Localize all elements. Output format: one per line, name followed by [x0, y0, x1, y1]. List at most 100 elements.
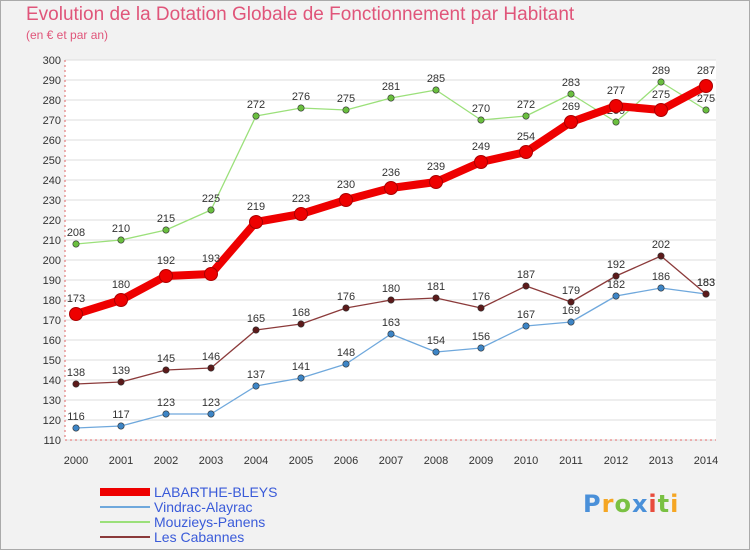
logo-letter: r	[601, 490, 615, 518]
data-label: 183	[697, 277, 715, 289]
data-label: 285	[427, 73, 445, 85]
data-point	[702, 106, 710, 114]
legend-swatch	[100, 521, 150, 524]
data-point	[342, 106, 350, 114]
x-tick-label: 2009	[469, 455, 493, 467]
data-point	[522, 112, 530, 120]
data-label: 215	[157, 213, 175, 225]
data-label: 187	[517, 269, 535, 281]
data-label: 169	[562, 305, 580, 317]
data-label: 163	[382, 317, 400, 329]
x-tick-label: 2012	[604, 455, 628, 467]
x-tick-label: 2011	[559, 455, 583, 467]
data-point	[207, 410, 215, 418]
data-label: 192	[157, 255, 175, 267]
data-label: 283	[562, 77, 580, 89]
data-point	[114, 293, 128, 307]
data-label: 287	[697, 65, 715, 77]
y-tick-label: 170	[43, 315, 61, 327]
data-label: 146	[202, 351, 220, 363]
data-point	[522, 282, 530, 290]
data-point	[339, 193, 353, 207]
legend: LABARTHE-BLEYS Vindrac-Alayrac Mouzieys-Pa…	[100, 484, 277, 544]
data-label: 148	[337, 347, 355, 359]
data-label: 272	[517, 99, 535, 111]
data-label: 230	[337, 179, 355, 191]
data-point	[609, 99, 623, 113]
x-tick-label: 2014	[694, 455, 718, 467]
y-tick-label: 220	[43, 215, 61, 227]
data-point	[342, 360, 350, 368]
data-point	[432, 294, 440, 302]
data-label: 156	[472, 331, 490, 343]
data-label: 281	[382, 81, 400, 93]
data-point	[474, 155, 488, 169]
data-point	[567, 318, 575, 326]
data-label: 137	[247, 369, 265, 381]
x-tick-label: 2010	[514, 455, 538, 467]
data-point	[384, 181, 398, 195]
data-point	[567, 298, 575, 306]
data-point	[69, 307, 83, 321]
data-label: 123	[157, 397, 175, 409]
data-point	[297, 320, 305, 328]
data-point	[252, 112, 260, 120]
data-label: 117	[112, 409, 130, 421]
data-label: 289	[652, 65, 670, 77]
data-point	[117, 236, 125, 244]
proxiti-logo[interactable]: Proxiti	[583, 490, 679, 518]
data-label: 270	[472, 103, 490, 115]
data-point	[297, 104, 305, 112]
data-label: 179	[562, 285, 580, 297]
data-label: 182	[607, 279, 625, 291]
data-point	[702, 290, 710, 298]
data-point	[342, 304, 350, 312]
legend-swatch	[100, 506, 150, 509]
data-point	[387, 330, 395, 338]
y-tick-label: 250	[43, 155, 61, 167]
data-label: 275	[697, 93, 715, 105]
data-point	[657, 284, 665, 292]
y-tick-label: 270	[43, 115, 61, 127]
series-les-cabannes: 138 139 145 146 165 168 176 180 181 176 187 179 192 2…	[67, 239, 715, 388]
legend-label: LABARTHE-BLEYS	[154, 483, 278, 500]
data-point	[117, 422, 125, 430]
legend-swatch	[100, 536, 150, 539]
data-point	[294, 207, 308, 221]
x-tick-label: 2008	[424, 455, 448, 467]
x-tick-label: 2003	[199, 455, 223, 467]
legend-item: Vindrac-Alayrac	[100, 499, 277, 514]
x-tick-label: 2007	[379, 455, 403, 467]
data-label: 192	[607, 259, 625, 271]
data-label: 269	[562, 101, 580, 113]
data-label: 277	[607, 85, 625, 97]
data-point	[477, 304, 485, 312]
data-point	[657, 252, 665, 260]
data-label: 180	[382, 283, 400, 295]
data-label: 176	[472, 291, 490, 303]
data-label: 168	[292, 307, 310, 319]
data-point	[297, 374, 305, 382]
data-label: 239	[427, 161, 445, 173]
data-label: 254	[517, 131, 535, 143]
y-tick-label: 280	[43, 95, 61, 107]
data-point	[387, 296, 395, 304]
x-tick-label: 2013	[649, 455, 673, 467]
y-tick-label: 160	[43, 335, 61, 347]
data-label: 275	[337, 93, 355, 105]
data-label: 165	[247, 313, 265, 325]
legend-item: Les Cabannes	[100, 529, 277, 544]
y-tick-label: 110	[43, 435, 61, 447]
series-vindrac-alayrac: 116 117 123 123 137 141 148 163 154 156 167 169 182 1…	[67, 271, 715, 432]
data-label: 236	[382, 167, 400, 179]
data-point	[387, 94, 395, 102]
data-label: 223	[292, 193, 310, 205]
data-label: 202	[652, 239, 670, 251]
legend-item: Mouzieys-Panens	[100, 514, 277, 529]
legend-label: Mouzieys-Panens	[154, 513, 266, 530]
data-label: 272	[247, 99, 265, 111]
data-label: 141	[292, 361, 310, 373]
y-tick-label: 120	[43, 415, 61, 427]
data-label: 116	[67, 411, 85, 423]
